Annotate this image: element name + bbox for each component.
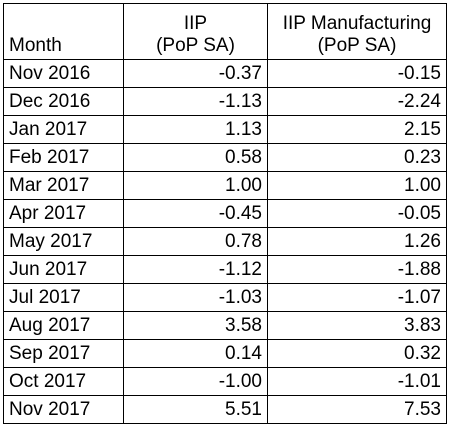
table-row: Sep 2017 0.14 0.32 [3, 339, 447, 368]
table-row: Jan 2017 1.13 2.15 [3, 115, 447, 144]
iip-cell: 0.78 [123, 227, 268, 256]
month-cell: Jan 2017 [3, 115, 124, 144]
table-row: Nov 2017 5.51 7.53 [3, 395, 447, 424]
iip-manufacturing-cell: 1.26 [267, 227, 447, 256]
table-row: Dec 2016 -1.13 -2.24 [3, 87, 447, 116]
iip-cell: -0.37 [123, 59, 268, 88]
table-header: Month IIP (PoP SA) IIP Manufacturing (Po… [3, 3, 447, 60]
table-row: Jul 2017 -1.03 -1.07 [3, 283, 447, 312]
month-cell: Sep 2017 [3, 339, 124, 368]
iip-manufacturing-cell: 0.23 [267, 143, 447, 172]
iip-cell: 5.51 [123, 395, 268, 424]
iip-cell: 1.00 [123, 171, 268, 200]
iip-manufacturing-cell: -2.24 [267, 87, 447, 116]
iip-manufacturing-cell: -0.05 [267, 199, 447, 228]
header-iip-line-2: (PoP SA) [156, 35, 235, 56]
month-cell: Nov 2016 [3, 59, 124, 88]
iip-manufacturing-cell: 0.32 [267, 339, 447, 368]
month-cell: Dec 2016 [3, 87, 124, 116]
header-iip-line-1: IIP [183, 13, 208, 34]
iip-cell: -0.45 [123, 199, 268, 228]
iip-manufacturing-cell: 2.15 [267, 115, 447, 144]
iip-table-container: Month IIP (PoP SA) IIP Manufacturing (Po… [3, 3, 447, 424]
iip-cell: 0.14 [123, 339, 268, 368]
table-body: Nov 2016 -0.37 -0.15 Dec 2016 -1.13 -2.24 Jan … [3, 59, 447, 424]
table-row: Feb 2017 0.58 0.23 [3, 143, 447, 172]
iip-manufacturing-cell: -1.01 [267, 367, 447, 396]
iip-cell: 3.58 [123, 311, 268, 340]
header-iip: IIP (PoP SA) [123, 3, 268, 60]
iip-cell: -1.03 [123, 283, 268, 312]
month-cell: Mar 2017 [3, 171, 124, 200]
table-row: Mar 2017 1.00 1.00 [3, 171, 447, 200]
iip-cell: -1.13 [123, 87, 268, 116]
header-iip-manufacturing: IIP Manufacturing (PoP SA) [267, 3, 447, 60]
iip-cell: -1.00 [123, 367, 268, 396]
header-month: Month [3, 3, 124, 60]
month-cell: Nov 2017 [3, 395, 124, 424]
iip-cell: -1.12 [123, 255, 268, 284]
month-cell: Feb 2017 [3, 143, 124, 172]
iip-manufacturing-cell: 7.53 [267, 395, 447, 424]
iip-manufacturing-cell: -0.15 [267, 59, 447, 88]
header-month-label: Month [9, 35, 62, 56]
iip-manufacturing-cell: -1.88 [267, 255, 447, 284]
iip-manufacturing-cell: 1.00 [267, 171, 447, 200]
header-row: Month IIP (PoP SA) IIP Manufacturing (Po… [3, 3, 447, 60]
header-iip-manufacturing-line-2: (PoP SA) [317, 35, 397, 56]
month-cell: May 2017 [3, 227, 124, 256]
iip-table: Month IIP (PoP SA) IIP Manufacturing (Po… [3, 3, 447, 424]
table-row: Jun 2017 -1.12 -1.88 [3, 255, 447, 284]
month-cell: Oct 2017 [3, 367, 124, 396]
month-cell: Apr 2017 [3, 199, 124, 228]
table-row: Aug 2017 3.58 3.83 [3, 311, 447, 340]
iip-cell: 1.13 [123, 115, 268, 144]
iip-cell: 0.58 [123, 143, 268, 172]
iip-manufacturing-cell: -1.07 [267, 283, 447, 312]
month-cell: Jul 2017 [3, 283, 124, 312]
table-row: Nov 2016 -0.37 -0.15 [3, 59, 447, 88]
month-cell: Aug 2017 [3, 311, 124, 340]
header-iip-manufacturing-line-1: IIP Manufacturing [282, 13, 432, 34]
table-row: Oct 2017 -1.00 -1.01 [3, 367, 447, 396]
table-row: May 2017 0.78 1.26 [3, 227, 447, 256]
iip-manufacturing-cell: 3.83 [267, 311, 447, 340]
month-cell: Jun 2017 [3, 255, 124, 284]
table-row: Apr 2017 -0.45 -0.05 [3, 199, 447, 228]
